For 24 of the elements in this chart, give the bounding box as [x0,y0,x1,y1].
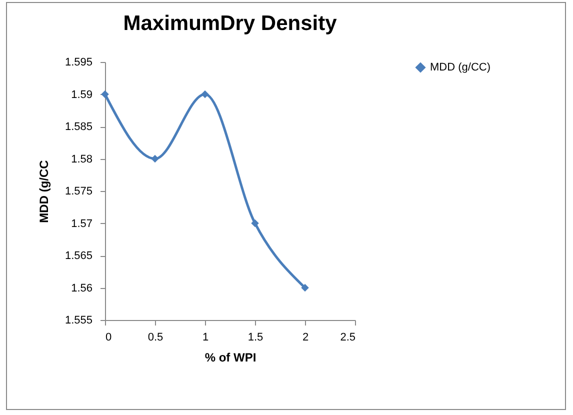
y-tick-label: 1.565 [64,250,92,262]
x-tick-label: 1 [202,332,209,344]
y-tick-label: 1.57 [71,218,92,230]
point [101,90,109,98]
point [251,219,259,228]
x-tick-label: 2 [302,332,309,344]
y-tick-label: 1.585 [64,121,92,133]
y-tick-label: 1.59 [71,88,92,101]
y-axis-title: MDD (g/CC [36,160,51,223]
x-tick-label: 0 [106,332,112,344]
x-tick-label: 2.5 [340,332,356,344]
legend-label: MDD (g/CC) [430,62,490,74]
y-tick-label: 1.555 [64,314,92,326]
chart-title: MaximumDry Density [123,12,338,35]
x-tick-label: 1.5 [248,332,264,344]
x-axis-title: % of WPI [204,350,256,364]
point [301,284,309,292]
point [151,154,159,163]
y-tick-label: 1.58 [71,153,92,166]
y-tick-label: 1.56 [71,282,92,294]
x-tick-label: 0.5 [148,332,164,344]
y-tick-label: 1.595 [64,56,92,68]
y-tick-label: 1.575 [64,186,92,198]
point [201,90,209,98]
